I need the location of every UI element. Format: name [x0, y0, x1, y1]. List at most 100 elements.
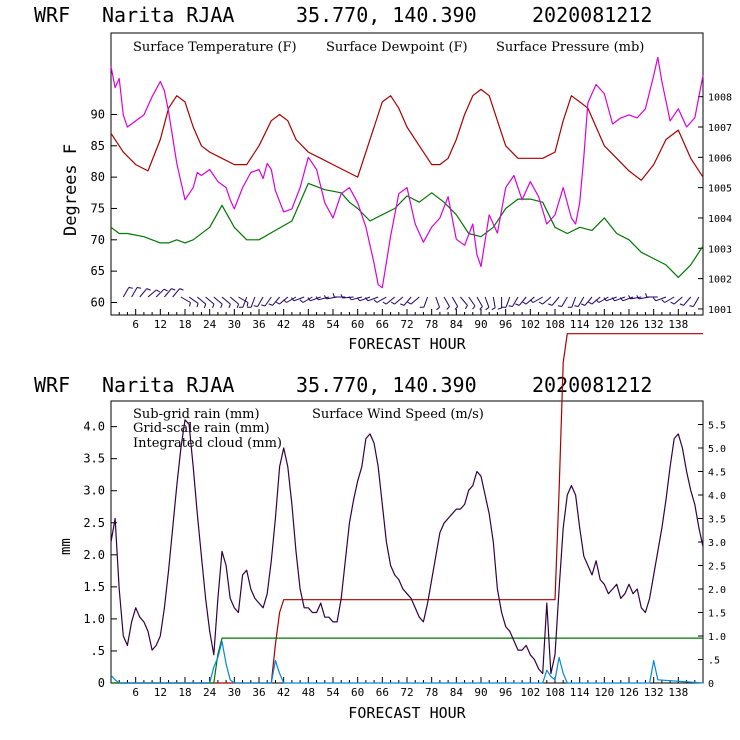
- x-tick-label: 132: [644, 686, 664, 699]
- wind-barb: [529, 296, 543, 303]
- y-tick-label: 4.0: [83, 420, 105, 434]
- wind-barb: [497, 297, 503, 310]
- sub-grid-rain-line: [111, 333, 703, 684]
- top-header-coords: 35.770, 140.390: [296, 3, 477, 27]
- y2-tick-label: 3.5: [708, 515, 726, 526]
- y2-tick-label: 1008: [708, 93, 732, 104]
- x-tick-label: 54: [326, 686, 340, 699]
- legend-cloud: Integrated cloud (mm): [133, 436, 282, 451]
- wind-barb: [172, 288, 184, 298]
- wind-barb: [221, 296, 231, 308]
- wind-barb: [122, 287, 133, 298]
- wind-barb: [283, 296, 297, 303]
- y2-tick-label: 1001: [708, 305, 732, 316]
- wind-barb: [164, 288, 176, 298]
- x-tick-label: 108: [545, 686, 565, 699]
- y2-tick-label: 1004: [708, 214, 732, 225]
- x-tick-label: 102: [520, 318, 540, 331]
- top-header-run: 2020081212: [532, 3, 652, 27]
- wind-barb: [670, 296, 683, 305]
- x-tick-label: 42: [277, 686, 290, 699]
- wind-barb: [247, 296, 256, 308]
- wind-barb: [451, 296, 459, 310]
- y-tick-label: 2.5: [83, 516, 105, 530]
- wind-barb: [131, 287, 142, 298]
- wind-barb: [645, 293, 658, 298]
- bottom-header-run: 2020081212: [532, 373, 652, 397]
- top-series-group: [110, 56, 704, 289]
- bottom-header-station: Narita RJAA: [102, 373, 234, 397]
- wind-barb: [522, 296, 535, 305]
- y-tick-label: 65: [91, 264, 105, 278]
- bottom-header-model: WRF: [34, 373, 70, 397]
- wind-barb: [557, 296, 568, 307]
- x-tick-label: 12: [154, 318, 167, 331]
- x-tick-label: 138: [668, 686, 688, 699]
- y2-tick-label: 1005: [708, 184, 732, 195]
- y2-tick-label: 1.5: [708, 609, 726, 620]
- y-tick-label: 70: [91, 233, 105, 247]
- y2-tick-label: 1.0: [708, 632, 726, 643]
- bottom-panel: WRF Narita RJAA 35.770, 140.390 20200812…: [34, 333, 726, 722]
- wind-barb: [443, 296, 450, 310]
- x-tick-label: 96: [499, 686, 512, 699]
- x-tick-label: 12: [154, 686, 167, 699]
- bottom-header-coords: 35.770, 140.390: [296, 373, 477, 397]
- wind-barb: [468, 296, 476, 310]
- x-tick-label: 108: [545, 318, 565, 331]
- wind-barb: [332, 293, 346, 298]
- wind-barb: [619, 296, 634, 302]
- y2-tick-label: 5.0: [708, 444, 726, 455]
- x-tick-label: 120: [594, 686, 614, 699]
- x-tick-label: 78: [425, 686, 438, 699]
- x-tick-label: 36: [252, 686, 265, 699]
- x-tick-label: 90: [474, 686, 487, 699]
- x-tick-label: 30: [228, 686, 241, 699]
- x-tick-label: 84: [450, 686, 464, 699]
- surface-wind-speed-line: [110, 419, 704, 675]
- x-tick-label: 102: [520, 686, 540, 699]
- y2-tick-label: .5: [708, 656, 720, 667]
- x-tick-label: 6: [132, 686, 139, 699]
- x-tick-label: 24: [203, 686, 217, 699]
- y2-tick-label: 2.0: [708, 585, 726, 596]
- wind-barb: [508, 296, 519, 307]
- wind-barb: [180, 296, 191, 307]
- x-tick-label: 132: [644, 318, 664, 331]
- y2-tick-label: 2.5: [708, 562, 726, 573]
- x-tick-label: 48: [302, 318, 315, 331]
- wind-barb: [661, 296, 675, 303]
- x-tick-label: 24: [203, 318, 217, 331]
- x-tick-label: 120: [594, 318, 614, 331]
- y2-tick-label: 1003: [708, 244, 732, 255]
- wind-barb: [205, 296, 215, 308]
- wind-barb: [291, 296, 305, 302]
- y-tick-label: 80: [91, 170, 105, 184]
- wind-barb: [299, 296, 313, 303]
- y2-tick-label: 3.0: [708, 538, 726, 549]
- wind-barb: [581, 296, 593, 306]
- wind-barb: [689, 296, 700, 307]
- y2-tick-label: 0: [708, 679, 714, 690]
- y-tick-label: .5: [91, 644, 105, 658]
- wind-barb: [307, 296, 321, 302]
- wind-barbs: [122, 287, 700, 311]
- x-tick-label: 60: [351, 686, 364, 699]
- x-tick-label: 84: [450, 318, 464, 331]
- wind-barb: [268, 296, 280, 306]
- top-header-station: Narita RJAA: [102, 3, 234, 27]
- surface-dewpoint-line: [110, 182, 704, 278]
- y-tick-label: 3.0: [83, 484, 105, 498]
- x-tick-label: 66: [376, 318, 389, 331]
- top-panel: WRF Narita RJAA 35.770, 140.390 20200812…: [34, 3, 732, 353]
- top-y-axis-label: Degrees F: [61, 144, 81, 236]
- wind-barb: [188, 296, 199, 308]
- wind-barb: [567, 296, 577, 308]
- wind-barb: [538, 296, 552, 305]
- x-tick-label: 48: [302, 686, 315, 699]
- wind-barb: [196, 296, 207, 308]
- wind-barb: [275, 296, 289, 305]
- wind-barb: [390, 296, 404, 305]
- wind-barb: [253, 296, 264, 307]
